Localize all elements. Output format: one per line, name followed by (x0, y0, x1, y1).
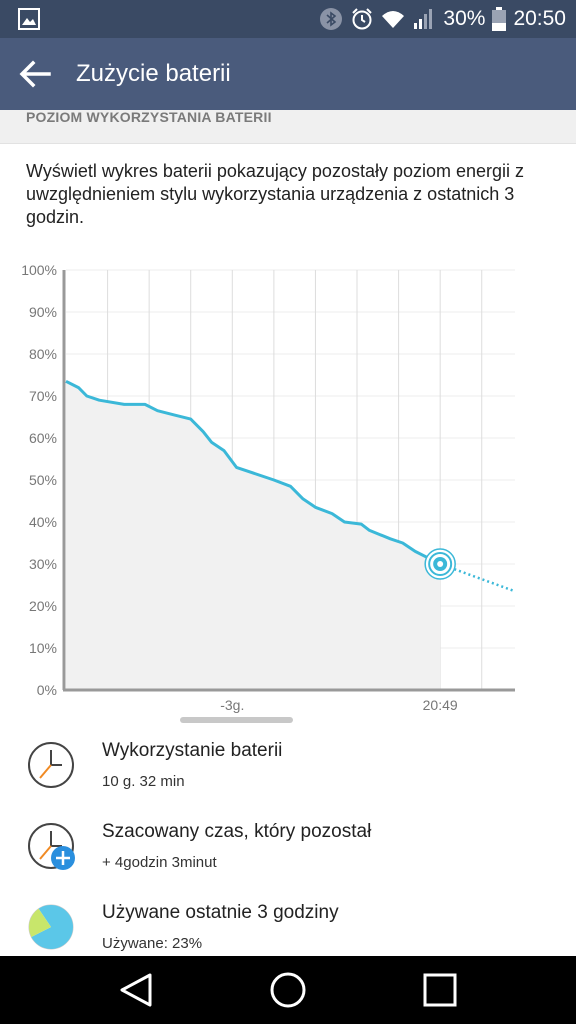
chart-x-tick-label: -3g. (220, 697, 244, 713)
clock-plus-icon (28, 823, 75, 870)
pie-slice-other (31, 904, 73, 949)
navigation-bar (0, 956, 576, 1024)
battery-chart: 100% 90% 80% 70% 60% 50% 40% 30% 20% 10% 0% -3g. 20:… (21, 262, 516, 713)
chart-x-tick-label: 20:49 (423, 697, 458, 713)
chart-drag-handle[interactable] (180, 717, 293, 723)
chart-y-tick-label: 20% (29, 598, 57, 614)
chart-current-point-ring (428, 552, 453, 576)
chart-y-tick-label: 90% (29, 304, 57, 320)
chart-area-fill (66, 381, 441, 690)
list-item-battery-usage[interactable]: Wykorzystanie baterii 10 g. 32 min (0, 740, 576, 820)
chart-y-tick-label: 80% (29, 346, 57, 362)
chart-y-tick-label: 30% (29, 556, 57, 572)
battery-percent: 30% (443, 7, 486, 30)
chart-y-tick-label: 50% (29, 472, 57, 488)
chart-projection-line (439, 562, 516, 593)
list-item-estimated-time[interactable]: Szacowany czas, który pozostał + 4godzin… (0, 821, 576, 901)
list-item-last-3-hours[interactable]: Używane ostatnie 3 godziny Używane: 23% (0, 902, 576, 982)
section-header-label: POZIOM WYKORZYSTANIA BATERII (26, 109, 272, 125)
wifi-icon (382, 11, 405, 28)
signal-icon (414, 9, 433, 29)
pie-chart-icon (28, 904, 74, 950)
clock-time: 20:50 (513, 7, 566, 30)
battery-icon (492, 7, 507, 31)
app-bar: Zużycie baterii (0, 38, 576, 110)
arrow-left-icon[interactable] (18, 57, 52, 91)
chart-y-tick-label: 40% (29, 514, 57, 530)
chart-y-tick-label: 100% (21, 262, 57, 278)
recents-square-icon[interactable] (422, 972, 458, 1008)
home-circle-icon[interactable] (269, 971, 307, 1009)
page-title: Zużycie baterii (76, 60, 231, 87)
item-subtitle: 10 g. 32 min (102, 773, 185, 790)
gallery-icon (18, 8, 40, 30)
section-header: POZIOM WYKORZYSTANIA BATERII (0, 109, 576, 144)
chart-current-point-center (437, 561, 444, 567)
back-triangle-icon[interactable] (118, 972, 154, 1008)
item-title: Wykorzystanie baterii (102, 740, 283, 761)
clock-icon (28, 742, 74, 788)
chart-y-tick-label: 10% (29, 640, 57, 656)
chart-y-tick-label: 70% (29, 388, 57, 404)
item-title: Szacowany czas, który pozostał (102, 821, 372, 842)
chart-y-tick-label: 0% (37, 682, 57, 698)
chart-y-tick-label: 60% (29, 430, 57, 446)
item-title: Używane ostatnie 3 godziny (102, 902, 339, 923)
alarm-icon (352, 8, 373, 30)
item-subtitle: + 4godzin 3minut (102, 854, 217, 871)
description-text: Wyświetl wykres baterii pokazujący pozos… (26, 161, 525, 227)
status-bar: 30% 20:50 (0, 0, 576, 38)
item-subtitle: Używane: 23% (102, 935, 203, 952)
chart-series-line (65, 379, 441, 566)
bluetooth-icon (320, 8, 343, 30)
pie-slice-used (28, 908, 51, 937)
